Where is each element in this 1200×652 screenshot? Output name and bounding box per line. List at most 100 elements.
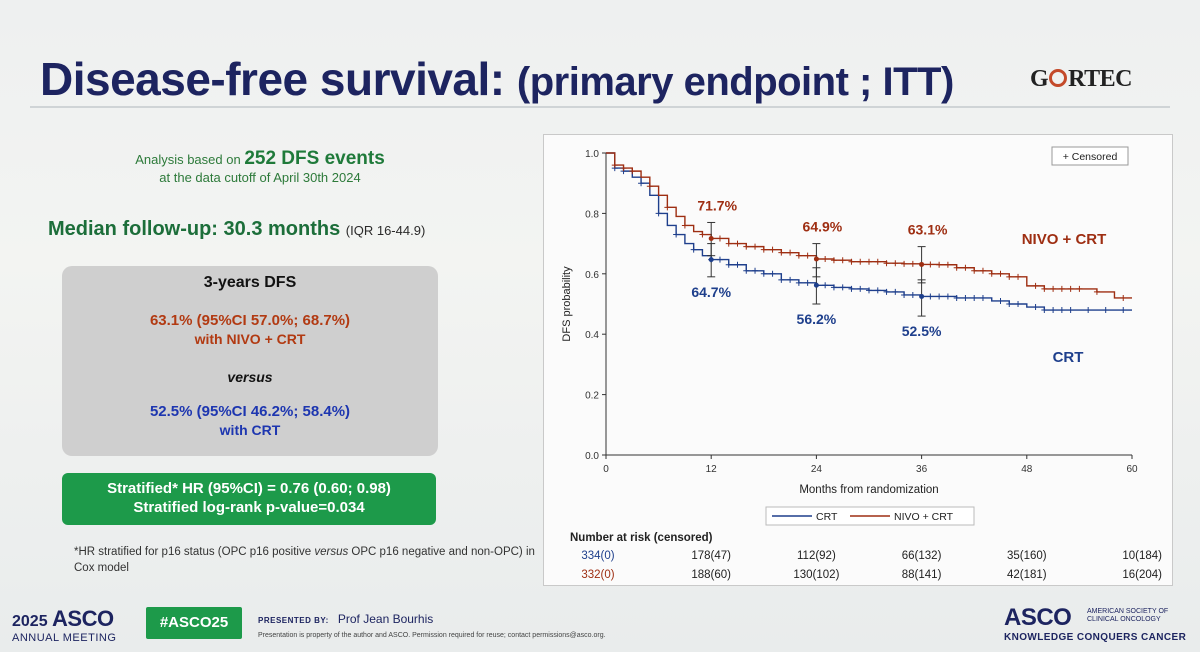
x-tick-label: 36: [916, 464, 928, 475]
censor-mark-crt: [734, 261, 741, 268]
asco-right-wordmark: ASCO: [1004, 604, 1072, 631]
gortec-logo: G RTEC: [1030, 66, 1133, 92]
gortec-o-icon: [1049, 69, 1068, 87]
survival-label: 64.7%: [691, 284, 731, 300]
censor-mark-nivo: [936, 261, 943, 268]
censor-mark-crt: [953, 294, 960, 301]
km-chart-panel: 0.0 0.2 0.4 0.6 0.8 1.0 0 12 24 36 48 60 Months from…: [543, 134, 1173, 586]
censor-mark-crt: [638, 180, 645, 187]
dfs-box-heading: 3-years DFS: [203, 274, 297, 291]
censor-mark-crt: [892, 288, 899, 295]
y-tick-label: 1.0: [585, 149, 599, 160]
estimate-point: [919, 293, 925, 299]
survival-label: 71.7%: [697, 197, 737, 213]
legend-label-nivo: NIVO + CRT: [894, 511, 954, 523]
censor-mark-crt: [752, 267, 759, 274]
asco-annual-meeting-logo: 2025 ASCO ANNUAL MEETING: [12, 606, 116, 644]
censor-mark-nivo: [1120, 294, 1127, 301]
title-sub: (primary endpoint ; ITT): [516, 60, 954, 104]
censor-mark-crt: [830, 284, 837, 291]
risk-crt-cell: 35(160): [1007, 550, 1047, 562]
x-tick-label: 24: [811, 464, 823, 475]
censor-mark-nivo: [997, 270, 1004, 277]
censor-mark-crt: [725, 261, 732, 268]
censor-mark-crt: [927, 293, 934, 300]
censor-mark-crt: [979, 294, 986, 301]
censor-mark-crt: [716, 256, 723, 263]
risk-crt-cell: 112(92): [797, 550, 836, 562]
risk-table-title: Number at risk (censored): [570, 532, 713, 544]
log-rank-text: Stratified log-rank p-value=0.034: [133, 499, 365, 516]
censor-mark-nivo: [752, 243, 759, 250]
censor-mark-crt: [1041, 307, 1048, 314]
censor-mark-nivo: [716, 235, 723, 242]
risk-nivo-cell: 130(102): [793, 569, 839, 581]
hazard-ratio-box: Stratified* HR (95%CI) = 0.76 (0.60; 0.9…: [62, 473, 436, 525]
censor-mark-nivo: [646, 183, 653, 190]
censor-mark-crt: [769, 270, 776, 277]
censor-mark-nivo: [629, 168, 636, 175]
asco-tagline: KNOWLEDGE CONQUERS CANCER: [1004, 632, 1187, 643]
censor-mark-nivo: [909, 260, 916, 267]
survival-label: 64.9%: [803, 219, 843, 235]
x-axis-label: Months from randomization: [799, 484, 938, 496]
y-tick-label: 0.8: [585, 209, 599, 220]
x-tick-label: 48: [1021, 464, 1033, 475]
risk-nivo-cell: 332(0): [581, 569, 614, 581]
censor-mark-nivo: [1032, 282, 1039, 289]
censor-mark-nivo: [734, 240, 741, 247]
nivo-dfs-arm: with NIVO + CRT: [194, 331, 306, 347]
censor-mark-crt: [673, 231, 680, 238]
y-tick-label: 0.2: [585, 391, 599, 402]
series-label-crt: CRT: [1053, 349, 1084, 366]
censor-mark-crt: [822, 282, 829, 289]
censor-mark-nivo: [839, 257, 846, 264]
estimate-point: [813, 282, 819, 288]
survival-label: 56.2%: [797, 311, 837, 327]
survival-label: 63.1%: [908, 222, 948, 238]
asco-society-name: AMERICAN SOCIETY OF CLINICAL ONCOLOGY: [1087, 608, 1169, 623]
censor-mark-nivo: [611, 162, 618, 169]
censor-mark-crt: [883, 288, 890, 295]
censor-mark-nivo: [681, 222, 688, 229]
censor-mark-crt: [787, 276, 794, 283]
analysis-cutoff: at the data cutoff of April 30th 2024: [159, 170, 361, 185]
footer-annual-meeting: ANNUAL MEETING: [12, 632, 117, 644]
property-notice: Presentation is property of the author a…: [258, 632, 606, 639]
censor-mark-nivo: [866, 258, 872, 265]
risk-nivo-cell: 16(204): [1122, 569, 1162, 581]
median-follow-up: Median follow-up: 30.3 months (IQR 16-44…: [48, 218, 425, 241]
censor-mark-nivo: [1015, 273, 1022, 280]
censor-mark-crt: [1032, 304, 1039, 311]
title-main: Disease-free survival:: [40, 53, 505, 105]
censor-mark-nivo: [1041, 285, 1048, 292]
censor-mark-crt: [874, 287, 881, 294]
censor-mark-nivo: [760, 246, 767, 253]
censor-mark-nivo: [830, 257, 837, 264]
censor-mark-crt: [997, 297, 1004, 304]
censor-mark-nivo: [743, 243, 750, 250]
censor-mark-nivo: [778, 249, 785, 256]
censor-mark-nivo: [725, 240, 732, 247]
risk-nivo-cell: 42(181): [1007, 569, 1047, 581]
risk-nivo-cell: 188(60): [691, 569, 731, 581]
asco-society-logo: ASCO AMERICAN SOCIETY OF CLINICAL ONCOLO…: [1004, 604, 1186, 643]
crt-dfs-arm: with CRT: [219, 422, 281, 438]
footnote: *HR stratified for p16 status (OPC p16 p…: [74, 546, 535, 574]
censor-mark-nivo: [848, 258, 855, 265]
censor-mark-crt: [866, 287, 872, 294]
footer-asco: ASCO: [52, 606, 114, 631]
x-tick-label: 60: [1126, 464, 1138, 475]
censor-mark-nivo: [620, 165, 627, 172]
hazard-ratio-text: Stratified* HR (95%CI) = 0.76 (0.60; 0.9…: [107, 480, 391, 497]
censor-mark-nivo: [988, 270, 995, 277]
censor-mark-crt: [1120, 307, 1127, 314]
censor-mark-nivo: [953, 264, 960, 271]
censor-mark-crt: [839, 284, 846, 291]
estimate-point: [813, 256, 819, 262]
censor-mark-nivo: [699, 231, 706, 238]
censor-mark-nivo: [1067, 285, 1074, 292]
censor-mark-nivo: [1076, 285, 1083, 292]
censor-mark-crt: [962, 294, 969, 301]
censor-mark-nivo: [822, 256, 829, 263]
